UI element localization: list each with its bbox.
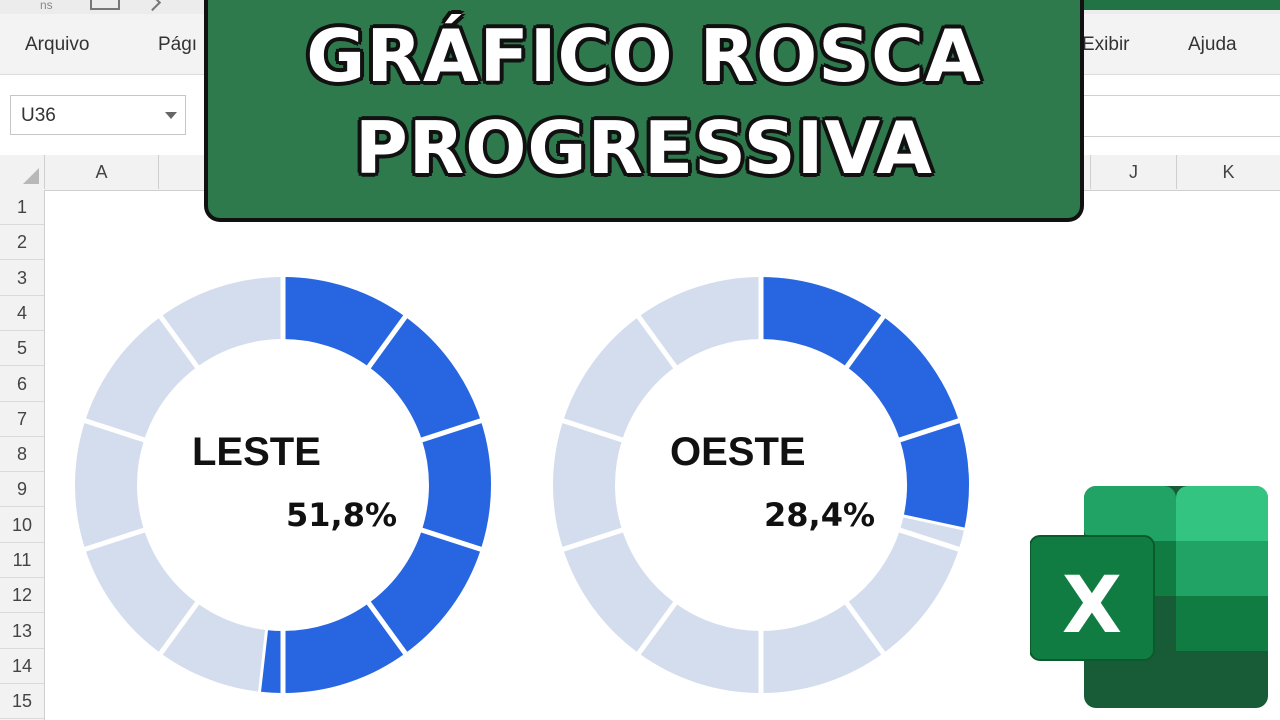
row-header-2[interactable]: 2 [0, 225, 44, 261]
row-header-9[interactable]: 9 [0, 472, 44, 508]
donut-chart-leste[interactable] [72, 274, 494, 696]
donut-segment-empty [85, 316, 198, 440]
row-header-1[interactable]: 1 [0, 190, 44, 225]
name-box-value: U36 [21, 105, 56, 126]
donut-separator [560, 527, 625, 553]
donut-segment-filled [761, 277, 884, 367]
donut-separator [635, 600, 679, 657]
donut-separator [365, 313, 409, 370]
donut-segment-empty [563, 530, 676, 654]
select-all-icon [23, 168, 39, 184]
row-header-11[interactable]: 11 [0, 543, 44, 578]
donut-segment-empty [85, 530, 198, 654]
row-header-3[interactable]: 3 [0, 261, 44, 296]
row-header-14[interactable]: 14 [0, 649, 44, 684]
donut-fill-edge [257, 627, 269, 694]
row-header-4[interactable]: 4 [0, 296, 44, 331]
donut-percent-oeste: 28,4% [764, 496, 876, 534]
donut-segment-filled [368, 316, 481, 440]
row-header-12[interactable]: 12 [0, 578, 44, 614]
donut-segment-empty [553, 420, 623, 550]
donut-separator [419, 417, 484, 443]
donut-separator [897, 527, 962, 553]
column-header-j[interactable]: J [1091, 155, 1177, 189]
donut-separator [843, 313, 887, 370]
quick-access-text: ns [40, 0, 53, 12]
donut-separator [365, 600, 409, 657]
donut-segment-filled [846, 316, 959, 440]
column-header-b[interactable] [159, 155, 205, 189]
row-headers: 1 2 3 4 5 6 7 8 9 10 11 12 13 14 15 [0, 190, 45, 720]
menu-ajuda[interactable]: Ajuda [1188, 34, 1237, 55]
chevron-icon[interactable] [146, 0, 162, 12]
donut-separator [419, 527, 484, 553]
donut-segment-filled [899, 420, 969, 530]
menu-pagina[interactable]: Págı [158, 34, 198, 55]
donut-separator [897, 417, 962, 443]
donut-fill-edge [901, 514, 967, 531]
donut-segment-empty [160, 277, 283, 367]
donut-segment-filled [283, 277, 406, 367]
menu-exibir[interactable]: Exibir [1082, 34, 1130, 55]
donut-separator [843, 600, 887, 657]
donut-separator [157, 600, 201, 657]
donut-segment-filled [283, 603, 406, 693]
donut-separator [82, 527, 147, 553]
banner-title-line2: PROGRESSIVA [355, 106, 933, 190]
banner-title-line1: GRÁFICO ROSCA [306, 14, 982, 98]
donut-label-leste: LESTE [192, 430, 321, 474]
row-header-7[interactable]: 7 [0, 402, 44, 437]
excel-logo-icon: X [1030, 486, 1268, 708]
donut-separator [157, 313, 201, 370]
row-header-8[interactable]: 8 [0, 437, 44, 473]
title-banner: GRÁFICO ROSCA PROGRESSIVA [204, 0, 1084, 222]
donut-segment-empty [74, 420, 145, 550]
donut-segment-empty [638, 603, 761, 693]
undo-icon[interactable] [90, 0, 120, 10]
title-bar-accent [1080, 0, 1280, 10]
excel-logo-letter: X [1062, 561, 1122, 651]
donut-separator [560, 417, 625, 443]
donut-segment-empty [160, 603, 283, 693]
row-header-6[interactable]: 6 [0, 367, 44, 402]
donut-segment-empty [563, 316, 676, 440]
row-header-13[interactable]: 13 [0, 614, 44, 649]
name-box[interactable]: U36 [10, 95, 186, 135]
donut-segment-filled [368, 530, 481, 654]
menu-arquivo[interactable]: Arquivo [25, 34, 90, 55]
donut-label-oeste: OESTE [670, 430, 806, 474]
row-header-15[interactable]: 15 [0, 684, 44, 720]
formula-input[interactable] [1083, 95, 1280, 137]
donut-segment-empty [846, 530, 959, 654]
donut-segment-empty [638, 277, 761, 367]
donut-percent-leste: 51,8% [286, 496, 398, 534]
column-header-i[interactable] [1083, 155, 1091, 189]
row-header-5[interactable]: 5 [0, 331, 44, 367]
select-all-corner[interactable] [0, 155, 45, 189]
column-header-k[interactable]: K [1222, 162, 1235, 182]
donut-chart-oeste[interactable] [550, 274, 972, 696]
row-header-10[interactable]: 10 [0, 508, 44, 543]
dropdown-arrow-icon[interactable] [165, 112, 177, 119]
donut-segment-filled [421, 420, 491, 550]
column-header-a[interactable]: A [45, 155, 159, 189]
donut-separator [635, 313, 679, 370]
donut-segment-empty [761, 603, 884, 693]
donut-separator [82, 417, 147, 443]
